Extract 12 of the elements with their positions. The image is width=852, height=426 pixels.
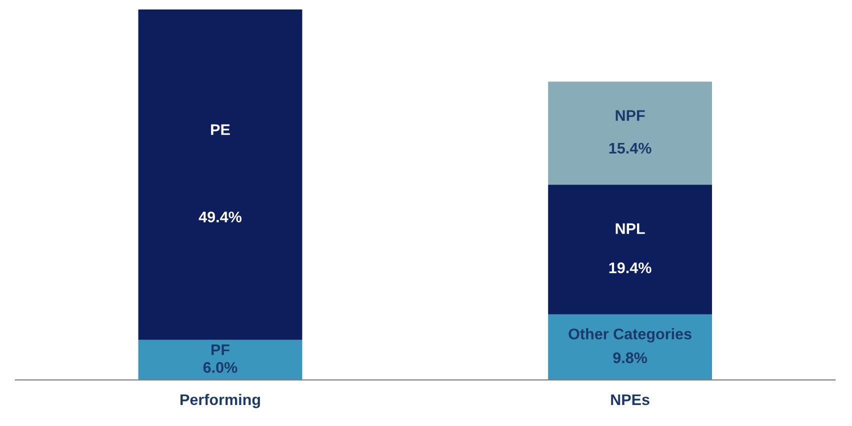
data-label: 19.4%: [609, 262, 652, 274]
data-label: 9.8%: [613, 352, 648, 364]
series-label: PF: [212, 344, 230, 356]
x-tick-label: NPEs: [611, 394, 650, 406]
data-label: 15.4%: [609, 142, 652, 154]
data-label: 49.4%: [198, 212, 242, 222]
x-tick-label: Performing: [180, 394, 260, 408]
data-label: 6.0%: [203, 362, 238, 373]
series-label: NPF: [616, 110, 645, 121]
series-label: NPL: [616, 223, 645, 234]
series-label: Other Categories: [568, 328, 692, 342]
series-label: PE: [211, 124, 230, 135]
